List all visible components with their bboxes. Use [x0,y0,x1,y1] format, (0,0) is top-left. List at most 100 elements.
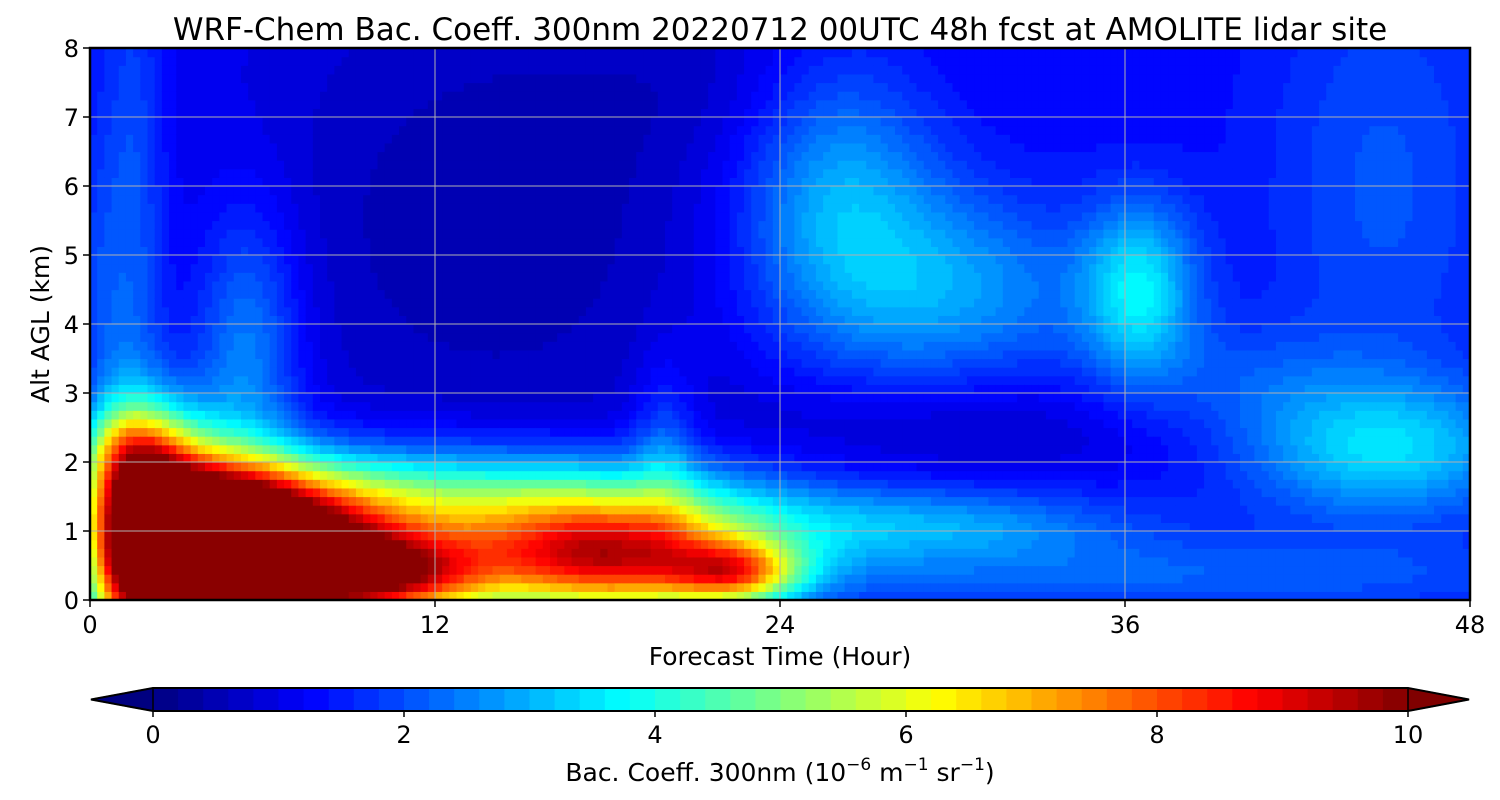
heatmap-cell [607,73,616,84]
heatmap-cell [233,539,242,549]
heatmap-cell [384,289,393,299]
heatmap-cell [154,332,163,342]
heatmap-cell [269,393,278,403]
heatmap-cell [607,496,616,506]
heatmap-cell [111,462,120,472]
heatmap-cell [97,194,105,204]
heatmap-cell [363,229,371,239]
heatmap-cell [284,582,292,592]
heatmap-cell [305,177,314,187]
heatmap-cell [571,168,580,178]
heatmap-cell [327,73,335,84]
heatmap-cell [384,56,393,66]
heatmap-cell [226,272,235,282]
heatmap-cell [298,289,307,299]
heatmap-cell [391,548,400,558]
heatmap-cell [348,470,357,480]
heatmap-cell [470,436,479,446]
heatmap-cell [169,349,177,360]
heatmap-cell [183,513,192,523]
heatmap-cell [140,73,149,84]
heatmap-cell [284,470,292,480]
heatmap-cell [125,444,134,454]
heatmap-cell [197,565,206,575]
heatmap-cell [629,73,637,84]
heatmap-cell [578,160,587,170]
heatmap-cell [284,263,292,273]
heatmap-cell [420,194,429,204]
heatmap-cell [176,367,185,377]
heatmap-cell [133,91,141,101]
heatmap-cell [147,462,156,472]
heatmap-cell [305,125,314,135]
heatmap-cell [111,375,120,385]
heatmap-cell [528,73,537,84]
heatmap-cell [284,237,292,247]
heatmap-cell [97,341,105,351]
heatmap-cell [183,82,192,92]
heatmap-cell [370,280,379,291]
heatmap-cell [341,349,350,360]
heatmap-cell [614,229,623,239]
heatmap-cell [636,56,645,66]
heatmap-cell [291,548,300,558]
heatmap-cell [154,487,163,498]
heatmap-cell [312,56,321,66]
heatmap-cell [521,324,530,334]
heatmap-cell [593,177,601,187]
heatmap-cell [514,56,522,66]
heatmap-cell [284,289,292,299]
heatmap-cell [248,298,256,308]
heatmap-cell [542,220,551,230]
heatmap-cell [427,306,436,316]
heatmap-cell [205,548,213,558]
heatmap-cell [391,255,400,265]
heatmap-cell [355,375,364,385]
heatmap-cell [399,341,407,351]
heatmap-cell [550,168,558,178]
heatmap-cell [399,56,407,66]
heatmap-cell [629,349,637,360]
heatmap-cell [205,82,213,92]
heatmap-cell [542,246,551,256]
heatmap-cell [478,332,486,342]
heatmap-cell [169,375,177,385]
heatmap-cell [636,418,645,429]
heatmap-cell [262,548,271,558]
heatmap-cell [370,315,379,325]
heatmap-cell [348,401,357,411]
heatmap-cell [528,194,537,204]
heatmap-cell [197,401,206,411]
heatmap-cell [636,582,645,592]
heatmap-cell [607,151,616,161]
heatmap-cell [147,142,156,153]
heatmap-cell [169,393,177,403]
heatmap-cell [600,289,609,299]
heatmap-cell [305,505,314,515]
heatmap-cell [341,91,350,101]
heatmap-cell [499,108,508,118]
heatmap-cell [348,151,357,161]
heatmap-cell [571,142,580,153]
heatmap-cell [154,444,163,454]
heatmap-cell [233,401,242,411]
heatmap-cell [636,375,645,385]
heatmap-cell [514,306,522,316]
heatmap-cell [370,418,379,429]
heatmap-cell [593,427,601,437]
heatmap-cell [334,436,343,446]
heatmap-cell [161,436,170,446]
heatmap-cell [636,591,645,601]
heatmap-cell [585,444,594,454]
heatmap-cell [442,142,450,153]
heatmap-cell [147,73,156,84]
chart-title: WRF-Chem Bac. Coeff. 300nm 20220712 00UT… [173,12,1387,48]
heatmap-cell [449,237,458,247]
heatmap-cell [585,229,594,239]
heatmap-cell [442,82,450,92]
heatmap-cell [478,255,486,265]
heatmap-cell [578,513,587,523]
heatmap-cell [219,203,228,213]
heatmap-cell [514,556,522,567]
heatmap-cell [205,401,213,411]
